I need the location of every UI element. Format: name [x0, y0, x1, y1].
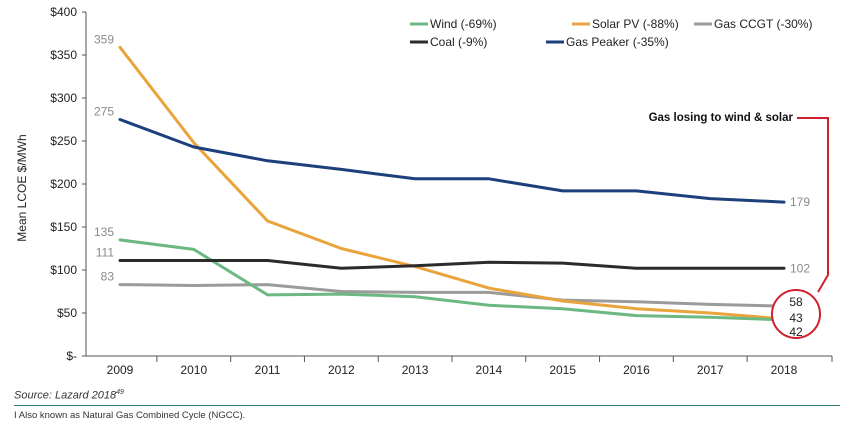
legend: Wind (-69%) Solar PV (-88%) Gas CCGT (-30%… — [410, 17, 812, 49]
footer-rule — [14, 405, 840, 406]
x-tick-label: 2009 — [107, 363, 134, 377]
data-labels: 359 275 135 111 83 179 102 — [94, 32, 810, 283]
series-line-wind — [118, 238, 786, 322]
series-line-solar-pv — [118, 45, 786, 321]
start-value-label: 359 — [94, 32, 114, 46]
source-note: Source: Lazard 201849 — [14, 389, 124, 402]
y-axis-label: Mean LCOE $/MWh — [15, 134, 29, 241]
annotation-bracket — [797, 117, 829, 293]
y-tick-label: $150 — [50, 220, 77, 234]
end-value-label: 102 — [790, 261, 810, 275]
x-tick-label: 2017 — [697, 363, 724, 377]
annotation-text: Gas losing to wind & solar — [649, 112, 794, 124]
legend-label: Gas CCGT (-30%) — [714, 17, 812, 31]
legend-label: Solar PV (-88%) — [592, 17, 679, 31]
y-tick-label: $100 — [50, 263, 77, 277]
x-tick-label: 2015 — [549, 363, 576, 377]
start-value-label: 135 — [94, 225, 114, 239]
x-ticks: 2009 2010 2011 2012 2013 2014 2015 2016 2017 2018 — [107, 356, 833, 377]
legend-label: Gas Peaker (-35%) — [566, 35, 669, 49]
start-value-label: 83 — [101, 270, 115, 284]
y-tick-label: $350 — [50, 48, 77, 62]
source-text: Source: Lazard 2018 — [14, 389, 117, 402]
source-citation: 49 — [116, 389, 124, 396]
x-tick-label: 2011 — [255, 363, 281, 377]
y-tick-label: $400 — [50, 5, 77, 19]
end-value-label: 179 — [790, 195, 810, 209]
series-line-coal — [118, 259, 786, 270]
x-tick-label: 2010 — [180, 363, 207, 377]
x-tick-label: 2018 — [771, 363, 798, 377]
y-tick-label: $- — [66, 349, 77, 363]
y-tick-label: $250 — [50, 134, 77, 148]
footnote: I Also known as Natural Gas Combined Cyc… — [14, 410, 246, 421]
x-tick-label: 2016 — [623, 363, 650, 377]
y-ticks: $- $50 $100 $150 $200 $250 $300 $350 $400 — [50, 5, 86, 363]
series-line-gas-peaker — [118, 118, 786, 204]
lcoe-line-chart: $-$50$100$150$200$250$300$350$400 2009 20… — [15, 5, 833, 377]
start-value-label: 111 — [96, 246, 115, 260]
x-tick-label: 2014 — [476, 363, 503, 377]
circled-value-label: 58 — [789, 295, 803, 309]
series-line-gas-ccgt — [118, 283, 786, 308]
annotation-circle — [771, 289, 821, 339]
y-tick-label: $50 — [57, 306, 77, 320]
start-value-label: 275 — [94, 105, 114, 119]
x-tick-label: 2013 — [402, 363, 429, 377]
y-tick-label: $300 — [50, 91, 77, 105]
series-group — [118, 45, 786, 322]
annotation: Gas losing to wind & solar — [649, 112, 829, 339]
circled-value-label: 43 — [789, 311, 803, 325]
y-tick-label: $200 — [50, 177, 77, 191]
legend-label: Wind (-69%) — [430, 17, 497, 31]
legend-label: Coal (-9%) — [430, 35, 487, 49]
circled-value-label: 42 — [789, 325, 803, 339]
x-tick-label: 2012 — [328, 363, 355, 377]
